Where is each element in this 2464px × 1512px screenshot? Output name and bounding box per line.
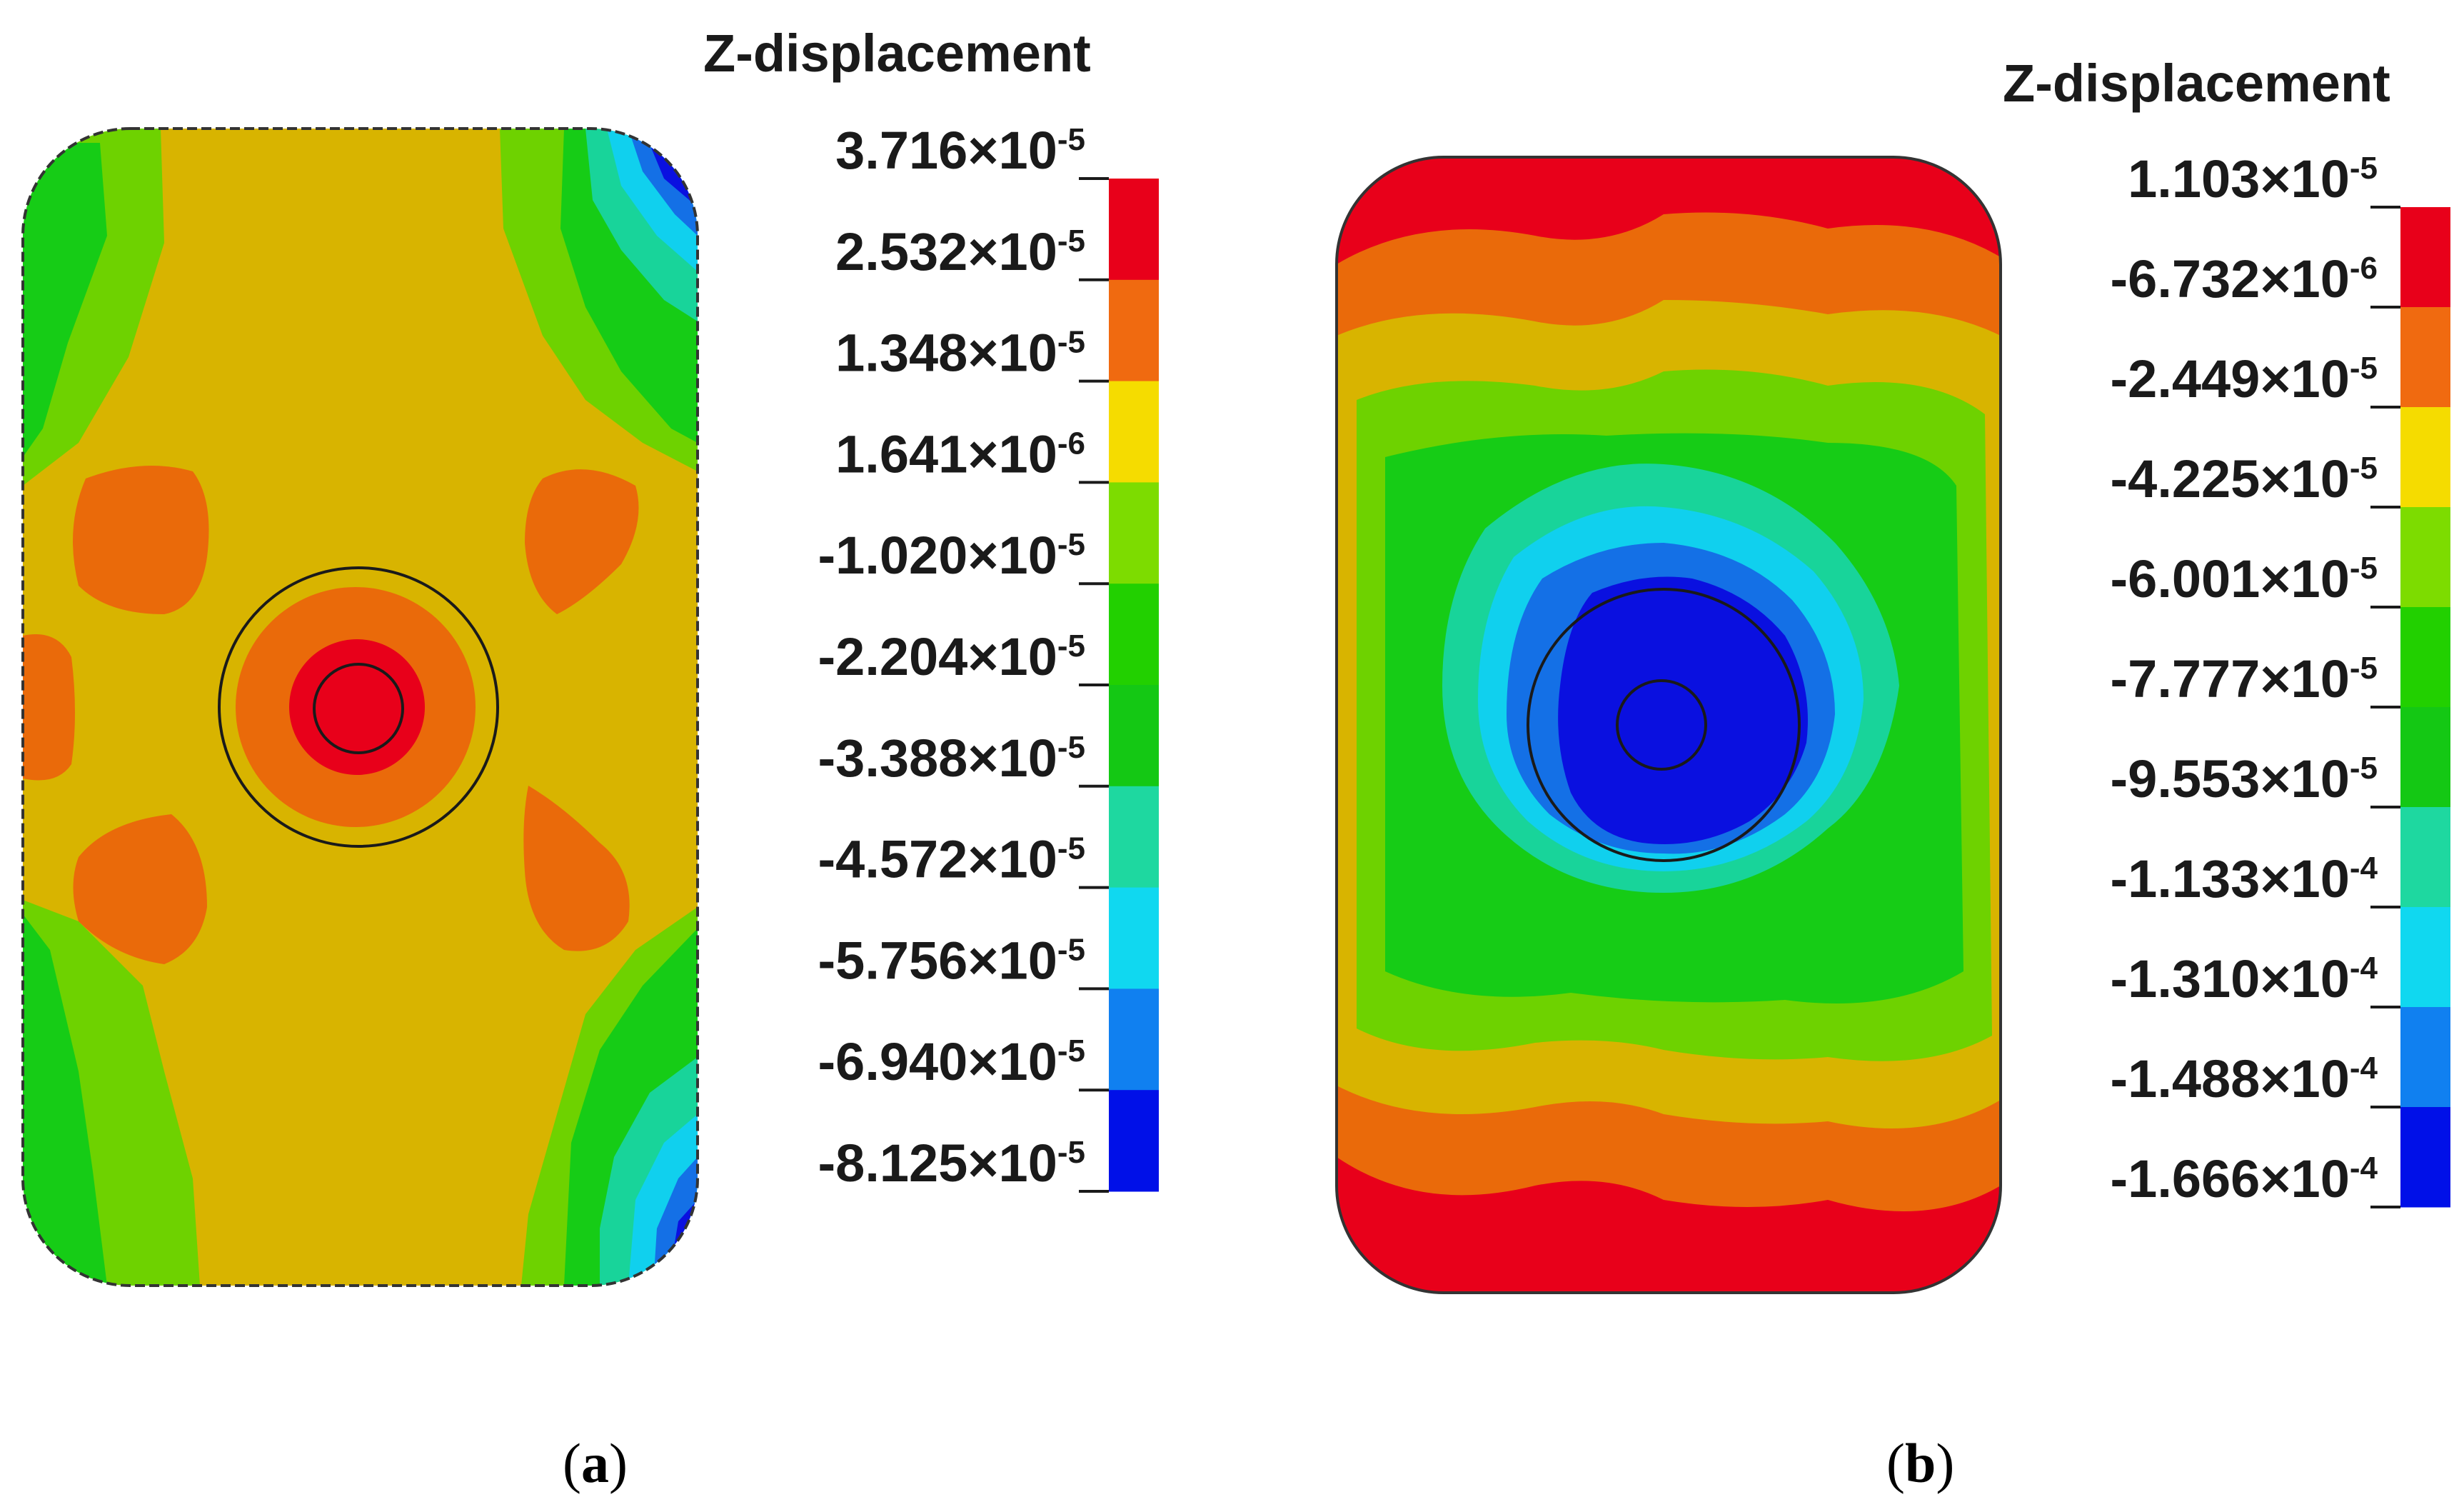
legend-b-tick-label: 1.103×10-5 bbox=[2128, 149, 2378, 209]
legend-a-tick-label: -1.020×10-5 bbox=[818, 526, 1085, 585]
plate-outline-a bbox=[21, 127, 699, 1287]
legend-a-colorbar-segment bbox=[1109, 685, 1159, 787]
legend-a-colorbar-segment bbox=[1109, 988, 1159, 1091]
legend-b-colorbar-segment bbox=[2400, 1107, 2450, 1208]
contour-plot-a bbox=[23, 129, 698, 1286]
legend-a-tick-label: 1.348×10-5 bbox=[835, 324, 1085, 383]
region-red-center-a bbox=[289, 639, 425, 775]
legend-a-colorbar-segment bbox=[1109, 1090, 1159, 1192]
legend-b-colorbar-segment bbox=[2400, 907, 2450, 1008]
colorbar-ticks-b: 1.103×10-5 -6.732×10-6 -2.449×10-5 -4.225×1… bbox=[2111, 149, 2400, 1208]
legend-b-colorbar-segment bbox=[2400, 207, 2450, 308]
legend-b-colorbar-segment bbox=[2400, 407, 2450, 508]
legend-b-tick-label: -1.133×10-4 bbox=[2111, 849, 2378, 908]
legend-a-tick-label: -8.125×10-5 bbox=[818, 1133, 1085, 1193]
legend-b-colorbar-segment bbox=[2400, 807, 2450, 908]
colorbar-a bbox=[1109, 179, 1159, 1192]
region-orange-blob-ul-a bbox=[73, 466, 209, 614]
legend-a-colorbar-segment bbox=[1109, 482, 1159, 584]
region-green-left-bottom-a bbox=[23, 914, 107, 1286]
outer-circle-b bbox=[1527, 588, 1801, 862]
legend-a-colorbar-segment bbox=[1109, 381, 1159, 483]
legend-a: Z-displacement 3.716×10-5 2.532×10-5 1.348… bbox=[703, 24, 1159, 1193]
legend-a-colorbar-segment bbox=[1109, 584, 1159, 686]
legend-a-tick-label: -4.572×10-5 bbox=[818, 830, 1085, 889]
legend-b-colorbar-segment bbox=[2400, 307, 2450, 408]
legend-a-tick-label: 3.716×10-5 bbox=[835, 121, 1085, 180]
legend-b-tick-label: -1.310×10-4 bbox=[2111, 949, 2378, 1008]
legend-a-colorbar-segment bbox=[1109, 279, 1159, 382]
legend-b: Z-displacement 1.103×10-5 -6.732×10-6 -2.4… bbox=[2003, 54, 2450, 1208]
legend-title-a: Z-displacement bbox=[703, 24, 1091, 83]
legend-a-colorbar-segment bbox=[1109, 786, 1159, 888]
panel-label-b: (b) bbox=[1886, 1432, 1954, 1494]
legend-a-tick-label: -3.388×10-5 bbox=[818, 729, 1085, 788]
region-orange-blob-left-a bbox=[23, 634, 75, 781]
legend-a-tick-label: 2.532×10-5 bbox=[835, 222, 1085, 281]
legend-b-tick-label: -1.488×10-4 bbox=[2111, 1049, 2378, 1108]
outer-circle-a bbox=[218, 566, 499, 848]
legend-b-tick-label: -4.225×10-5 bbox=[2111, 449, 2378, 509]
legend-b-colorbar-segment bbox=[2400, 1007, 2450, 1108]
legend-b-tick-label: -2.449×10-5 bbox=[2111, 349, 2378, 409]
colorbar-ticks-a: 3.716×10-5 2.532×10-5 1.348×10-5 1.641×10-6… bbox=[818, 121, 1109, 1193]
region-orange-blob-lr-a bbox=[523, 786, 630, 951]
plate-outline-b bbox=[1335, 156, 2002, 1294]
legend-a-tick-label: 1.641×10-6 bbox=[835, 424, 1085, 484]
panel-label-a: (a) bbox=[563, 1432, 628, 1494]
legend-b-tick-label: -6.732×10-6 bbox=[2111, 249, 2378, 309]
colorbar-b bbox=[2400, 207, 2450, 1208]
region-green-left-a bbox=[23, 143, 107, 457]
legend-a-colorbar-segment bbox=[1109, 887, 1159, 989]
region-darkblue-b bbox=[1558, 576, 1808, 844]
legend-b-tick-label: -1.666×10-4 bbox=[2111, 1149, 2378, 1208]
legend-b-tick-label: -7.777×10-5 bbox=[2111, 649, 2378, 709]
legend-b-colorbar-segment bbox=[2400, 607, 2450, 708]
region-orange-blob-ur-a bbox=[525, 469, 639, 614]
region-orange-blob-ll-a bbox=[73, 814, 207, 964]
inner-circle-b bbox=[1616, 679, 1707, 771]
legend-a-tick-label: -5.756×10-5 bbox=[818, 931, 1085, 990]
inner-circle-a bbox=[313, 663, 404, 754]
legend-b-colorbar-segment bbox=[2400, 707, 2450, 808]
legend-b-colorbar-segment bbox=[2400, 507, 2450, 608]
legend-b-tick-label: -6.001×10-5 bbox=[2111, 549, 2378, 609]
legend-a-colorbar-segment bbox=[1109, 179, 1159, 281]
legend-a-tick-label: -2.204×10-5 bbox=[818, 627, 1085, 686]
legend-a-tick-label: -6.940×10-5 bbox=[818, 1032, 1085, 1091]
legend-b-tick-label: -9.553×10-5 bbox=[2111, 749, 2378, 808]
legend-title-b: Z-displacement bbox=[2003, 54, 2390, 113]
contour-plot-b bbox=[1337, 157, 2001, 1293]
